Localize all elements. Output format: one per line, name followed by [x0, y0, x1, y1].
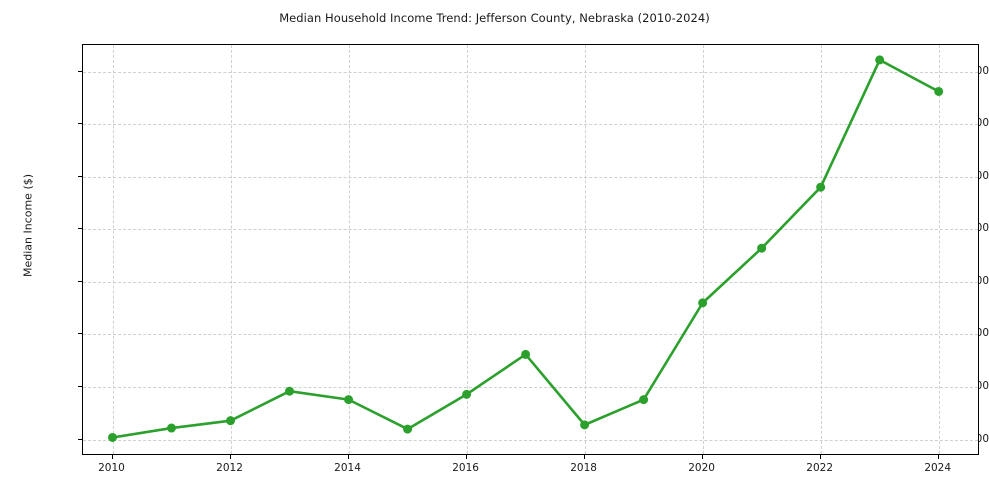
- data-point-marker: [757, 243, 767, 253]
- x-axis-tick-label: 2010: [98, 462, 125, 474]
- y-axis-tick-mark: [78, 175, 82, 177]
- y-axis-tick-mark: [78, 123, 82, 125]
- data-point-marker: [462, 389, 472, 399]
- x-axis-tick-mark: [465, 455, 467, 459]
- x-axis-tick-label: 2024: [924, 462, 952, 474]
- x-axis-tick-mark: [111, 455, 113, 459]
- x-axis-tick-label: 2016: [452, 462, 479, 474]
- data-point-marker: [167, 423, 177, 433]
- x-axis-tick-label: 2022: [806, 462, 834, 474]
- data-point-marker: [521, 349, 531, 359]
- data-point-marker: [403, 424, 413, 434]
- data-point-marker: [639, 395, 649, 405]
- income-trend-line: [111, 58, 940, 439]
- data-point-marker: [108, 432, 118, 442]
- data-point-marker: [344, 395, 354, 405]
- data-point-marker: [934, 86, 944, 96]
- income-data-markers: [108, 55, 944, 442]
- x-axis-tick-label: 2012: [216, 462, 243, 474]
- y-axis-tick-mark: [78, 438, 82, 440]
- data-point-marker: [698, 298, 708, 308]
- x-axis-tick-label: 2020: [688, 462, 715, 474]
- chart-title: Median Household Income Trend: Jefferson…: [279, 11, 710, 25]
- x-axis-tick-mark: [347, 455, 349, 459]
- data-point-marker: [285, 386, 295, 396]
- x-axis-tick-label: 2014: [334, 462, 361, 474]
- x-axis-tick-mark: [583, 455, 585, 459]
- y-axis-tick-mark: [78, 333, 82, 335]
- x-axis-tick-mark: [937, 455, 939, 459]
- x-axis-tick-label: 2018: [570, 462, 597, 474]
- data-point-marker: [816, 182, 826, 192]
- y-axis-tick-mark: [78, 228, 82, 230]
- y-axis-label: Median Income ($): [21, 173, 35, 278]
- data-series-layer: [108, 55, 944, 442]
- y-axis-tick-mark: [78, 70, 82, 72]
- x-axis-tick-mark: [701, 455, 703, 459]
- plot-area: [82, 44, 979, 455]
- y-axis-tick-mark: [78, 280, 82, 282]
- x-axis-tick-mark: [819, 455, 821, 459]
- x-axis-tick-mark: [229, 455, 231, 459]
- data-point-marker: [226, 416, 236, 426]
- data-point-marker: [580, 420, 590, 430]
- data-point-marker: [875, 55, 885, 65]
- y-axis-tick-mark: [78, 386, 82, 387]
